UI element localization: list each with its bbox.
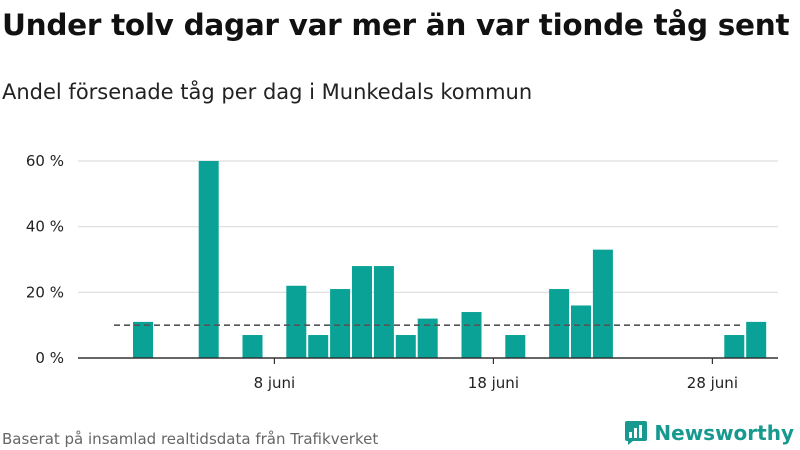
x-tick-label: 18 juni	[468, 374, 519, 392]
bar	[592, 249, 613, 358]
chart-title: Under tolv dagar var mer än var tionde t…	[2, 8, 790, 42]
bar	[352, 266, 372, 358]
bar-chart: 0 % 20 % 40 % 60 % 8 juni 18 juni 28 juni	[26, 152, 778, 392]
bar	[724, 335, 745, 358]
x-tick-label: 28 juni	[687, 374, 738, 392]
source-note: Baserat på insamlad realtidsdata från Tr…	[2, 430, 379, 448]
y-tick-label: 60 %	[26, 152, 64, 170]
y-tick-label: 0 %	[35, 349, 64, 367]
bar	[461, 312, 482, 358]
bar	[395, 335, 416, 358]
bar	[242, 335, 263, 358]
bar	[133, 321, 153, 358]
brand-name: Newsworthy	[654, 421, 794, 445]
bar	[417, 318, 438, 358]
bar	[198, 161, 219, 358]
bar	[746, 321, 767, 358]
bar	[286, 285, 307, 358]
y-tick-label: 20 %	[26, 283, 64, 301]
bar	[549, 289, 570, 358]
y-tick-label: 40 %	[26, 218, 64, 236]
bar	[505, 335, 526, 358]
bar-chart-logo-icon	[624, 420, 648, 446]
x-tick-label: 8 juni	[254, 374, 296, 392]
bar	[330, 289, 351, 358]
bar	[571, 305, 591, 358]
bar	[308, 335, 329, 358]
brand-logo: Newsworthy	[624, 420, 794, 446]
bar	[373, 266, 394, 358]
chart-subtitle: Andel försenade tåg per dag i Munkedals …	[2, 80, 533, 104]
